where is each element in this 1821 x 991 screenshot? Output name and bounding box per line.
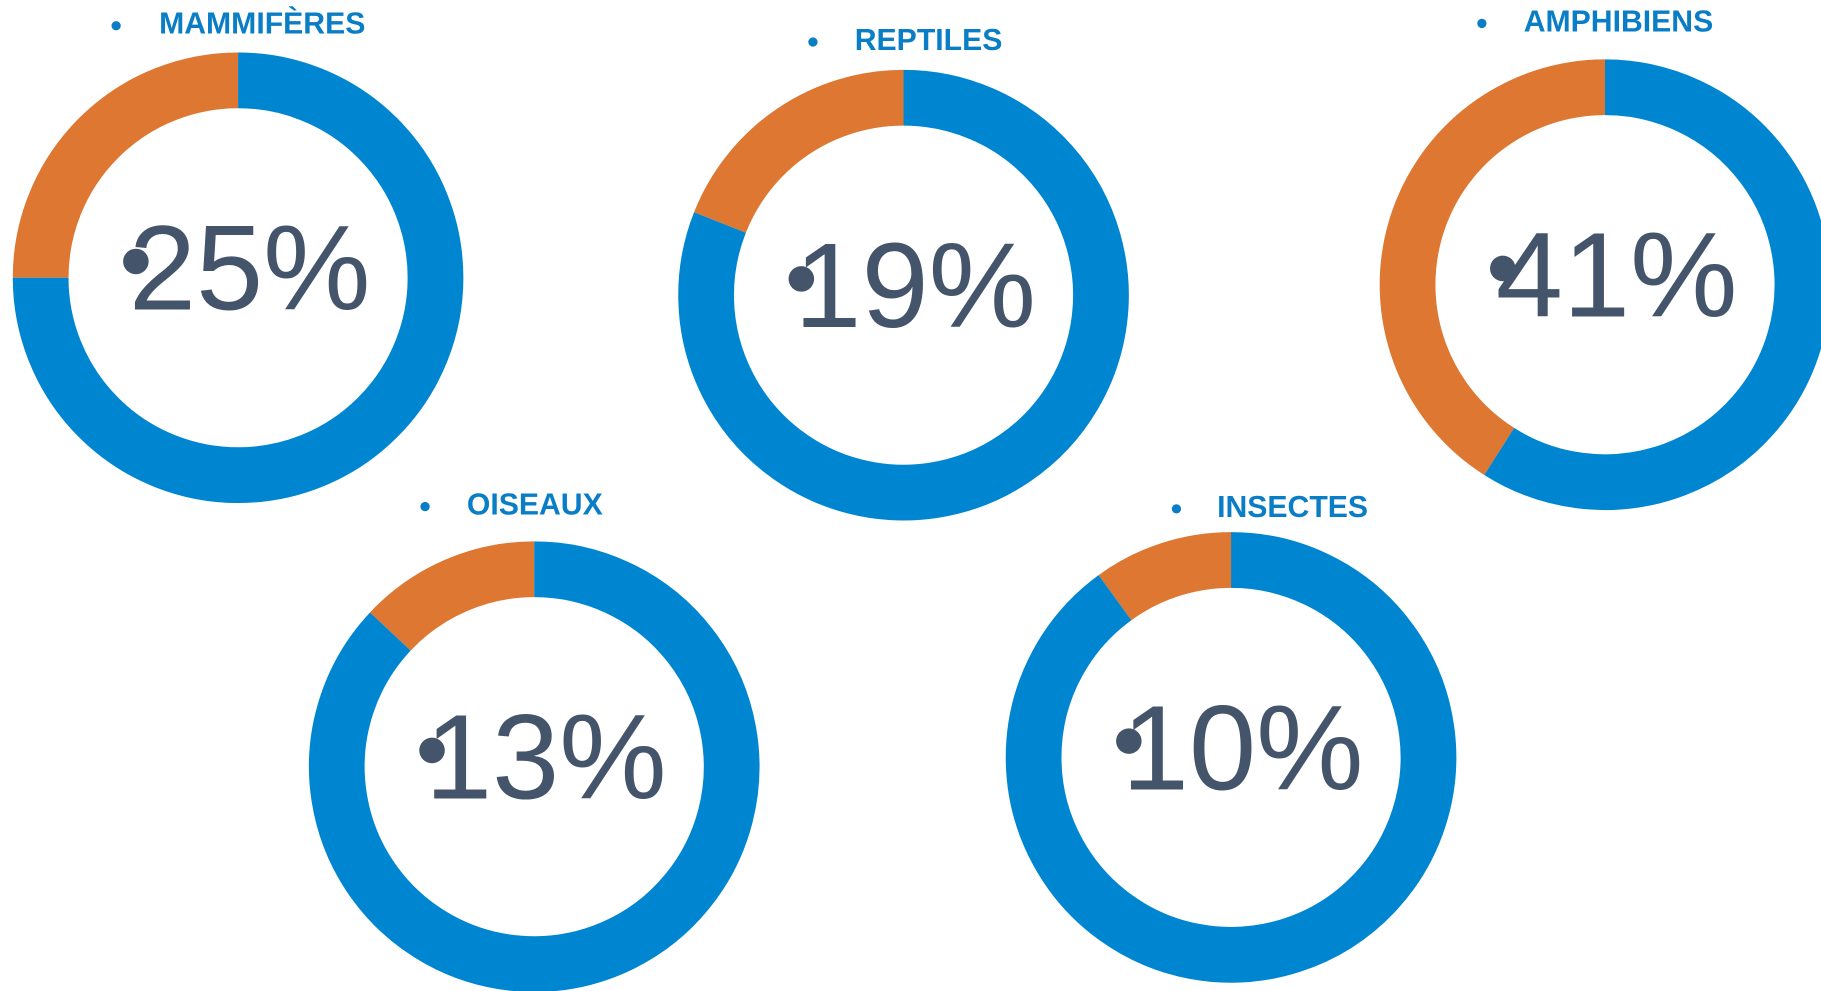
center-value-label: 13% xyxy=(425,690,667,825)
donut-segment xyxy=(308,541,760,991)
center-bullet xyxy=(123,248,149,275)
donut-segment xyxy=(1379,59,1606,475)
center-value-label: 41% xyxy=(1496,208,1738,343)
title-bullet xyxy=(1477,18,1487,29)
donut-segment xyxy=(678,69,1129,521)
donut-segment xyxy=(1005,532,1457,983)
donut-segment xyxy=(12,52,239,279)
center-bullet xyxy=(1116,728,1142,754)
center-value-label: 10% xyxy=(1122,680,1364,815)
donut-segment xyxy=(12,52,464,504)
donut-segment xyxy=(1098,532,1232,621)
center-bullet xyxy=(788,266,815,292)
donut-segment xyxy=(1484,59,1821,510)
center-bullet xyxy=(1490,255,1516,282)
chart-title: MAMMIFÈRES xyxy=(159,7,365,41)
donut-chart: MAMMIFÈRES 25% xyxy=(12,7,464,504)
chart-title: REPTILES xyxy=(855,24,1003,57)
title-bullet xyxy=(1171,504,1182,514)
title-bullet xyxy=(420,501,430,512)
donut-segment xyxy=(694,69,905,234)
chart-title: AMPHIBIENS xyxy=(1524,5,1714,38)
title-bullet xyxy=(111,21,121,31)
donut-chart: AMPHIBIENS 41% xyxy=(1379,5,1821,510)
title-bullet xyxy=(808,37,818,47)
center-value-label: 19% xyxy=(794,218,1036,353)
chart-title: INSECTES xyxy=(1217,491,1368,524)
donut-chart: REPTILES 19% xyxy=(678,24,1129,521)
donut-segment xyxy=(369,541,535,652)
donut-chart: INSECTES 10% xyxy=(1005,491,1457,983)
donut-chart: OISEAUX 13% xyxy=(308,489,760,991)
chart-title: OISEAUX xyxy=(467,489,603,522)
center-bullet xyxy=(419,737,445,764)
center-value-label: 25% xyxy=(129,201,371,336)
